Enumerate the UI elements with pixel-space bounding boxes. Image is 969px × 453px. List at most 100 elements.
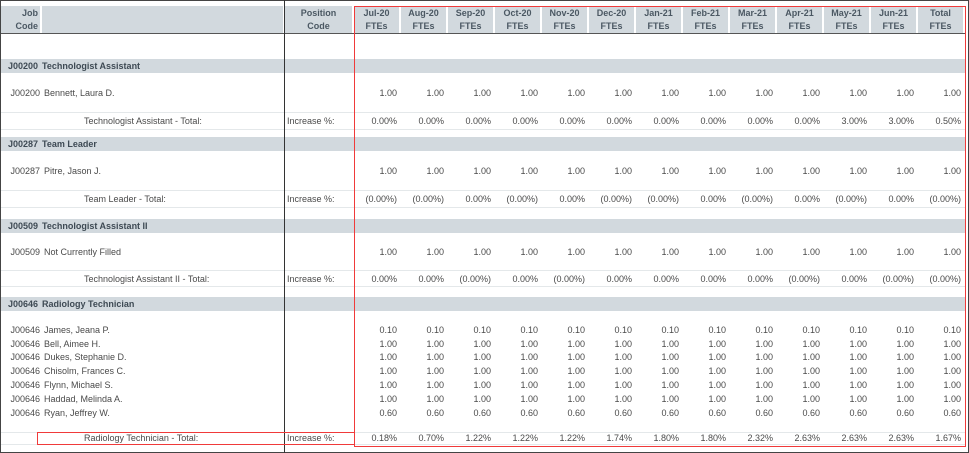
header-row: Job Code Position Code Jul-20 FTEs Aug-20 FTEs S… <box>1 6 965 34</box>
fte-value: 1.00 <box>755 393 773 404</box>
increase-value: 0.00% <box>559 116 585 126</box>
fte-value: 1.00 <box>661 338 679 349</box>
header-month[interactable]: Dec-20 FTEs <box>589 6 636 33</box>
fte-value: 0.60 <box>379 407 397 418</box>
fte-value: 1.00 <box>379 366 397 377</box>
header-month-line: Mar-21 <box>737 8 767 18</box>
column-divider <box>284 0 285 453</box>
header-position-code-line: Position <box>300 8 337 18</box>
fte-value: 1.00 <box>473 366 491 377</box>
increase-label: Increase %: <box>287 194 335 204</box>
fte-value: 0.10 <box>849 324 867 335</box>
header-month[interactable]: Aug-20 FTEs <box>401 6 448 33</box>
header-month[interactable]: Mar-21 FTEs <box>730 6 777 33</box>
increase-value: (0.00%) <box>553 273 585 284</box>
fte-value: 1.00 <box>896 246 914 257</box>
increase-value: (0.00%) <box>882 273 914 284</box>
increase-value: 0.00% <box>512 273 538 284</box>
header-month[interactable]: Jul-20 FTEs <box>354 6 401 33</box>
fte-value: 0.10 <box>755 324 773 335</box>
group-total-row[interactable]: Technologist Assistant II - Total: Increa… <box>1 270 965 287</box>
fte-value: 1.00 <box>379 246 397 257</box>
fte-value: 1.00 <box>567 393 585 404</box>
fte-value: 1.00 <box>755 338 773 349</box>
header-month-line: FTEs <box>741 21 764 31</box>
fte-value: 0.60 <box>614 407 632 418</box>
group-title: J00509 <box>1 221 42 231</box>
group-total-row[interactable]: Technologist Assistant - Total: Increase … <box>1 112 965 130</box>
increase-value: 1.22% <box>559 433 585 444</box>
header-job-code[interactable]: Job Code <box>1 6 42 33</box>
fte-value: 1.00 <box>708 366 726 377</box>
employee-row[interactable]: J00646 Bell, Aimee H. 1.00 1.00 1.00 1.00 1.00… <box>1 337 965 351</box>
employee-name: Bell, Aimee H. <box>44 338 101 349</box>
header-month-line: FTEs <box>459 21 482 31</box>
header-month[interactable]: Apr-21 FTEs <box>777 6 824 33</box>
fte-value: 1.00 <box>426 352 444 363</box>
header-month[interactable]: Oct-20 FTEs <box>495 6 542 33</box>
header-month-line: FTEs <box>882 21 905 31</box>
fte-value: 1.00 <box>379 380 397 391</box>
fte-value: 1.00 <box>473 380 491 391</box>
fte-value: 1.00 <box>896 165 914 176</box>
fte-value: 1.00 <box>802 165 820 176</box>
fte-value: 1.00 <box>473 165 491 176</box>
fte-value: 1.00 <box>520 246 538 257</box>
fte-value: 1.00 <box>661 393 679 404</box>
increase-value: 0.00% <box>700 116 726 126</box>
fte-value: 1.00 <box>520 165 538 176</box>
header-month-line: Oct-20 <box>503 8 532 18</box>
header-month[interactable]: Jan-21 FTEs <box>636 6 683 33</box>
fte-value: 0.60 <box>755 407 773 418</box>
fte-value: 1.00 <box>802 352 820 363</box>
employee-row[interactable]: J00646 Chisolm, Frances C. 1.00 1.00 1.00 1.0… <box>1 364 965 378</box>
employee-name: Flynn, Michael S. <box>44 380 114 391</box>
employee-row[interactable]: J00646 Haddad, Melinda A. 1.00 1.00 1.00 1.00… <box>1 392 965 406</box>
group-total-row[interactable]: Team Leader - Total: Increase %: (0.00%) (0… <box>1 190 965 208</box>
increase-value: 2.63% <box>794 433 820 444</box>
increase-value: 0.00% <box>606 273 632 284</box>
employee-name: Pitre, Jason J. <box>44 165 102 176</box>
fte-value: 1.00 <box>473 87 491 98</box>
employee-name: Dukes, Stephanie D. <box>44 352 127 363</box>
increase-value: 0.50% <box>935 116 961 126</box>
employee-name: Ryan, Jeffrey W. <box>44 407 110 418</box>
group-total-row[interactable]: Radiology Technician - Total: Increase %:… <box>1 431 965 445</box>
header-month[interactable]: Total FTEs <box>918 6 965 33</box>
fte-value: 1.00 <box>755 87 773 98</box>
fte-value: 1.00 <box>708 393 726 404</box>
employee-row[interactable]: J00287 Pitre, Jason J. 1.00 1.00 1.00 1.00 1.0… <box>1 151 965 190</box>
employee-row[interactable]: J00646 Dukes, Stephanie D. 1.00 1.00 1.00 1.0… <box>1 351 965 365</box>
fte-value: 0.60 <box>802 407 820 418</box>
fte-value: 0.10 <box>661 324 679 335</box>
increase-value: 0.00% <box>418 273 444 284</box>
group-title: J00287 <box>1 139 42 149</box>
fte-value: 1.00 <box>567 366 585 377</box>
header-position-code[interactable]: Position Code <box>285 6 354 33</box>
increase-value: 0.00% <box>559 194 585 204</box>
fte-value: 1.00 <box>614 393 632 404</box>
employee-row[interactable]: J00509 Not Currently Filled 1.00 1.00 1.00 1.… <box>1 233 965 270</box>
total-label: Technologist Assistant II - Total: <box>84 273 210 284</box>
header-month[interactable]: Sep-20 FTEs <box>448 6 495 33</box>
fte-value: 1.00 <box>614 165 632 176</box>
fte-value: 1.00 <box>849 165 867 176</box>
job-code: J00646 <box>10 324 40 335</box>
fte-value: 1.00 <box>896 352 914 363</box>
increase-value: 0.00% <box>653 273 679 284</box>
fte-value: 0.60 <box>426 407 444 418</box>
employee-row[interactable]: J00646 Ryan, Jeffrey W. 0.60 0.60 0.60 0.60 0.… <box>1 406 965 420</box>
employee-row[interactable]: J00646 James, Jeana P. 0.10 0.10 0.10 0.10 0.1… <box>1 323 965 337</box>
header-month[interactable]: Feb-21 FTEs <box>683 6 730 33</box>
employee-row[interactable]: J00200 Bennett, Laura D. 1.00 1.00 1.00 1.00 1… <box>1 73 965 112</box>
fte-value: 0.10 <box>896 324 914 335</box>
employee-row[interactable]: J00646 Flynn, Michael S. 1.00 1.00 1.00 1.00 1… <box>1 378 965 392</box>
header-month[interactable]: Jun-21 FTEs <box>871 6 918 33</box>
header-month[interactable]: Nov-20 FTEs <box>542 6 589 33</box>
increase-label: Increase %: <box>287 273 335 284</box>
header-month-line: Jun-21 <box>878 8 908 18</box>
fte-value: 1.00 <box>426 165 444 176</box>
header-month[interactable]: May-21 FTEs <box>824 6 871 33</box>
fte-value: 0.60 <box>943 407 961 418</box>
fte-value: 1.00 <box>896 87 914 98</box>
